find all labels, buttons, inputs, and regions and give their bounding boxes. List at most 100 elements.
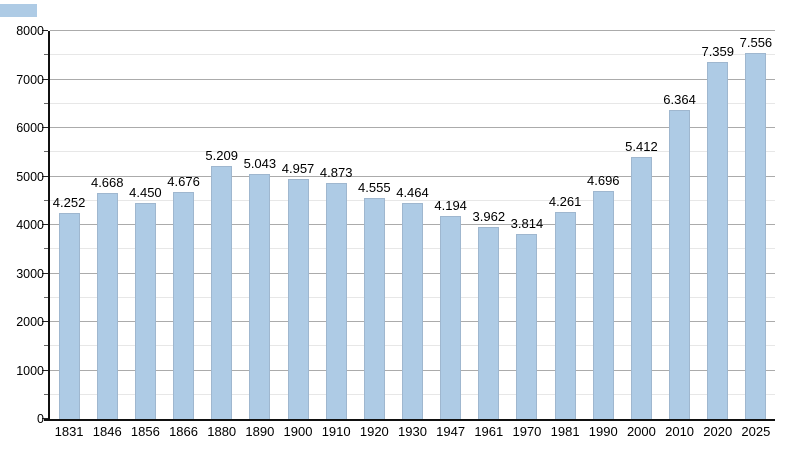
x-axis-tick-label: 1970 bbox=[512, 424, 542, 439]
bar-slot: 4.696 bbox=[584, 31, 622, 419]
bar bbox=[554, 212, 576, 419]
gridline-minor bbox=[50, 199, 775, 201]
bar-slot: 5.209 bbox=[203, 31, 241, 419]
bar-value-label: 4.464 bbox=[396, 184, 429, 200]
x-axis-tick-label: 1920 bbox=[359, 424, 389, 439]
bar-value-label: 4.450 bbox=[129, 185, 162, 201]
bar-value-label: 3.814 bbox=[510, 216, 544, 232]
y-axis-tick bbox=[44, 296, 48, 298]
bar bbox=[134, 203, 156, 419]
x-axis-tick-label: 2010 bbox=[665, 424, 695, 439]
y-axis-tick bbox=[42, 175, 48, 177]
bar bbox=[211, 166, 233, 419]
y-axis-line bbox=[48, 31, 50, 421]
bar-value-label: 5.043 bbox=[243, 156, 277, 172]
x-axis-tick-label: 1981 bbox=[550, 424, 580, 439]
x-axis-tick-label: 1890 bbox=[245, 424, 275, 439]
x-axis-tick-label: 2000 bbox=[626, 424, 656, 439]
bar-slot: 7.556 bbox=[737, 31, 775, 419]
legend-swatch bbox=[0, 4, 37, 17]
bar-value-label: 5.209 bbox=[205, 148, 238, 164]
bar-value-label: 7.556 bbox=[739, 34, 773, 50]
bar-value-label: 4.252 bbox=[52, 194, 86, 210]
bar bbox=[516, 234, 538, 419]
y-axis-tick bbox=[42, 30, 48, 31]
y-axis-tick-label: 4000 bbox=[16, 218, 44, 232]
bar-value-label: 4.261 bbox=[548, 194, 582, 210]
bar-value-label: 4.696 bbox=[586, 173, 620, 189]
x-axis-tick-label: 2025 bbox=[741, 424, 771, 439]
x-axis-tick-label: 1856 bbox=[130, 424, 160, 439]
bar-value-label: 4.668 bbox=[90, 174, 124, 190]
bar-value-label: 4.555 bbox=[358, 180, 391, 196]
bar bbox=[478, 226, 500, 419]
x-axis-line bbox=[44, 419, 775, 421]
x-axis-tick-label: 2020 bbox=[703, 424, 733, 439]
x-axis-tick-label: 1990 bbox=[588, 424, 618, 439]
y-axis-tick bbox=[44, 199, 48, 201]
bar bbox=[745, 52, 767, 419]
bar bbox=[58, 212, 80, 419]
y-axis-tick bbox=[44, 54, 48, 56]
y-axis-tick-label: 3000 bbox=[16, 266, 44, 281]
bar bbox=[669, 110, 691, 419]
bar-slot: 5.043 bbox=[241, 31, 279, 419]
bar-slot: 4.676 bbox=[164, 31, 202, 419]
y-axis-tick bbox=[42, 127, 48, 128]
y-axis-tick bbox=[44, 151, 48, 153]
y-axis-tick bbox=[44, 248, 48, 250]
bars-layer: 4.252 4.668 4.450 4.676 5.209 5.043 4.957 4.873… bbox=[50, 31, 775, 419]
bar bbox=[440, 215, 462, 419]
y-axis-tick bbox=[42, 418, 48, 419]
bar-slot: 4.668 bbox=[88, 31, 126, 419]
gridline-major bbox=[50, 127, 775, 128]
gridline-major bbox=[50, 78, 775, 80]
x-axis-tick-label: 1880 bbox=[207, 424, 237, 439]
y-axis-tick bbox=[42, 272, 48, 274]
bar-slot: 5.412 bbox=[622, 31, 660, 419]
y-axis-tick-label: 7000 bbox=[16, 72, 44, 87]
bar-slot: 4.194 bbox=[432, 31, 470, 419]
x-axis-tick-label: 1910 bbox=[321, 424, 351, 439]
bar bbox=[96, 192, 118, 419]
y-axis-tick-label: 1000 bbox=[16, 363, 44, 378]
y-axis-tick bbox=[42, 224, 48, 225]
bar bbox=[630, 156, 652, 419]
bar-value-label: 3.962 bbox=[472, 208, 506, 224]
bar bbox=[401, 202, 423, 419]
y-axis-tick bbox=[44, 393, 48, 395]
bar-slot: 4.873 bbox=[317, 31, 355, 419]
y-axis-tick bbox=[42, 369, 48, 371]
bar bbox=[325, 182, 347, 419]
y-axis-tick bbox=[44, 345, 48, 347]
bar-slot: 3.814 bbox=[508, 31, 546, 419]
bar bbox=[173, 192, 195, 419]
bar-slot: 7.359 bbox=[699, 31, 737, 419]
y-axis-tick bbox=[42, 78, 48, 80]
gridline-major bbox=[50, 30, 775, 31]
bar bbox=[363, 198, 385, 419]
bar bbox=[249, 174, 271, 419]
y-axis-tick-label: 8000 bbox=[16, 24, 44, 38]
y-axis-tick-label: 6000 bbox=[16, 121, 44, 135]
bar bbox=[287, 178, 309, 419]
x-axis-tick-label: 1930 bbox=[398, 424, 427, 439]
gridline-minor bbox=[50, 151, 775, 153]
bar bbox=[592, 191, 614, 419]
x-axis-tick-label: 1947 bbox=[436, 424, 466, 439]
bar-slot: 4.252 bbox=[50, 31, 88, 419]
bar-value-label: 4.957 bbox=[281, 160, 315, 176]
bar-slot: 4.261 bbox=[546, 31, 584, 419]
x-axis-labels: 1831 1846 1856 1866 1880 1890 1900 1910 1920 1930… bbox=[50, 424, 775, 439]
bar-value-label: 5.412 bbox=[625, 138, 658, 154]
bar-value-label: 4.194 bbox=[434, 197, 467, 213]
x-axis-tick-label: 1846 bbox=[92, 424, 122, 439]
bar-value-label: 7.359 bbox=[701, 44, 735, 60]
bar-slot: 4.957 bbox=[279, 31, 317, 419]
bar-slot: 3.962 bbox=[470, 31, 508, 419]
y-axis-tick-label: 5000 bbox=[16, 169, 44, 184]
plot-area: 4.252 4.668 4.450 4.676 5.209 5.043 4.957 4.873… bbox=[42, 30, 775, 421]
bar-slot: 4.450 bbox=[126, 31, 164, 419]
y-axis-tick-label: 2000 bbox=[16, 315, 44, 329]
